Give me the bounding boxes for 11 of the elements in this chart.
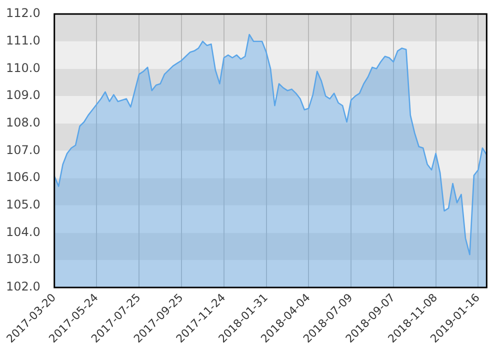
y-tick-label: 110.0	[6, 60, 40, 75]
y-tick-label: 109.0	[6, 88, 40, 102]
y-tick-label: 111.0	[6, 33, 40, 48]
y-tick-label: 104.0	[6, 224, 40, 239]
y-tick-label: 112.0	[6, 6, 40, 20]
y-tick-label: 103.0	[6, 252, 40, 266]
y-tick-label: 107.0	[6, 142, 40, 157]
y-tick-label: 108.0	[6, 116, 40, 130]
y-tick-label: 105.0	[6, 198, 40, 212]
y-tick-label: 102.0	[6, 280, 40, 294]
y-tick-label: 106.0	[6, 170, 40, 184]
